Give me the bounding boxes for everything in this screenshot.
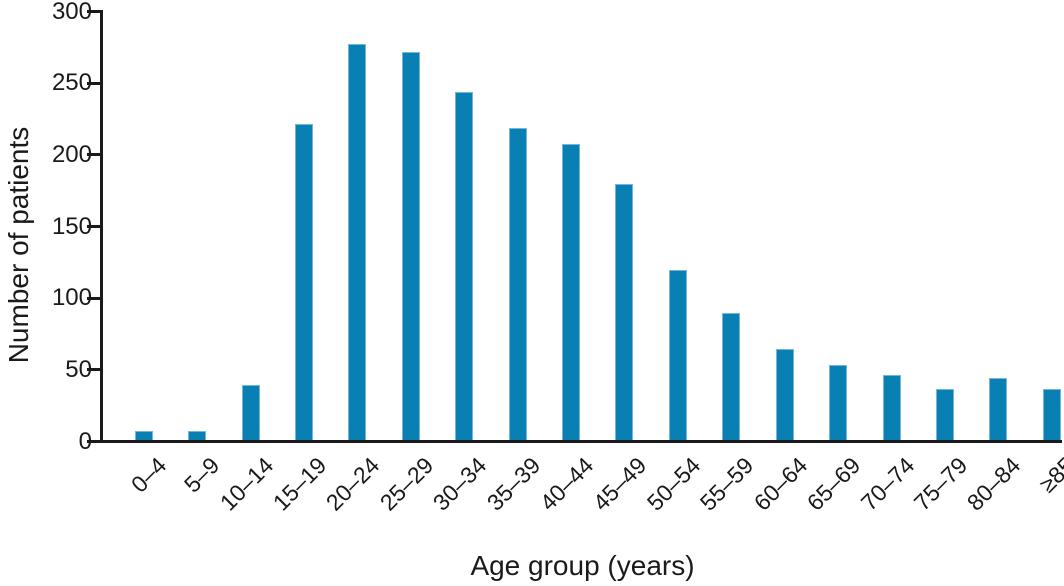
y-tick-mark xyxy=(87,225,100,228)
y-tick-label: 100 xyxy=(51,284,92,312)
bar-45–49 xyxy=(615,184,634,442)
bar-35–39 xyxy=(508,128,527,442)
bar-50–54 xyxy=(668,270,687,442)
bar-25–29 xyxy=(401,52,420,442)
bar-15–19 xyxy=(294,123,313,442)
y-tick-label: 200 xyxy=(51,140,92,168)
y-tick-label: 0 xyxy=(78,427,92,455)
x-axis-title: Age group (years) xyxy=(470,550,695,581)
bar-70–74 xyxy=(882,374,901,442)
y-tick-label: 250 xyxy=(51,69,92,97)
bar-0–4 xyxy=(134,430,153,442)
bar-20–24 xyxy=(348,43,367,442)
bar-75–79 xyxy=(936,388,954,442)
bar-30–34 xyxy=(455,92,474,442)
bar-80–84 xyxy=(989,377,1008,442)
y-tick-mark xyxy=(87,10,100,13)
y-tick-label: 150 xyxy=(51,212,92,240)
bar-5–9 xyxy=(188,430,207,442)
bar-55–59 xyxy=(722,313,741,442)
y-tick-label: 50 xyxy=(65,355,92,383)
y-tick-mark xyxy=(87,368,100,372)
y-tick-mark xyxy=(87,440,100,443)
bar-40–44 xyxy=(562,143,581,442)
bar-65–69 xyxy=(829,364,848,442)
bar-≥85 xyxy=(1042,388,1061,442)
bar-60–64 xyxy=(775,348,794,442)
y-tick-mark xyxy=(87,153,100,157)
y-tick-mark xyxy=(87,81,100,85)
y-tick-mark xyxy=(87,296,100,300)
bar-10–14 xyxy=(241,384,260,442)
y-tick-label: 300 xyxy=(51,0,92,25)
x-axis-line xyxy=(100,440,1062,443)
y-axis-line xyxy=(100,10,103,443)
